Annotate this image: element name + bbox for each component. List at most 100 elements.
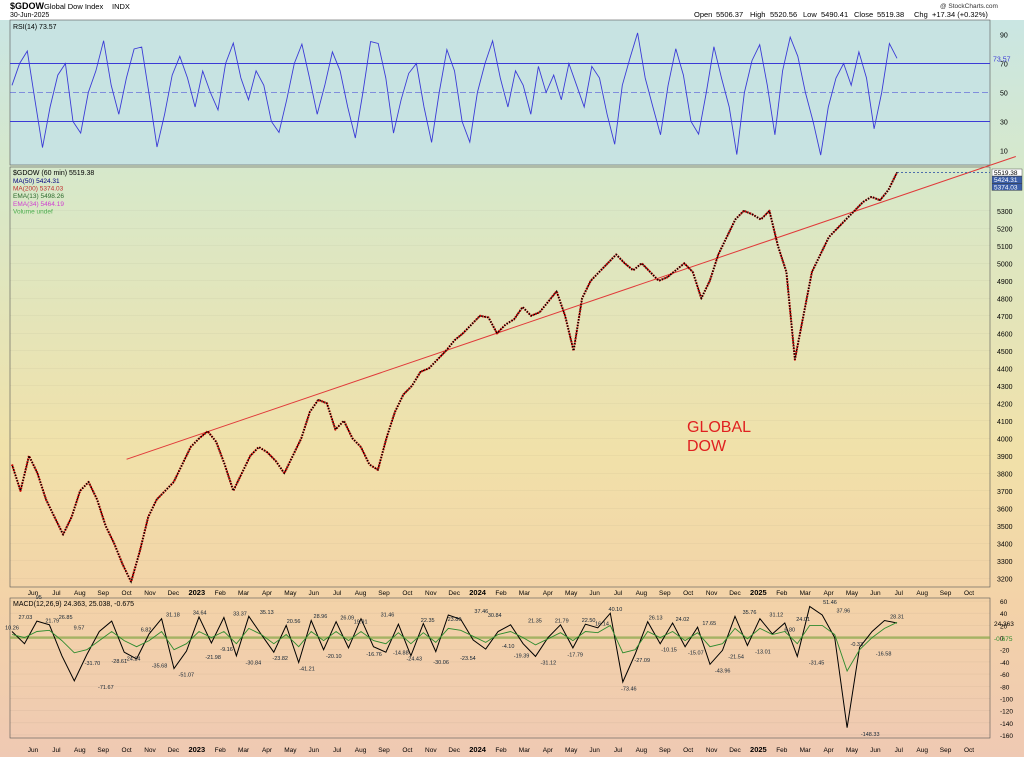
month-tick-label: Sep — [659, 590, 671, 597]
month-tick-label: May — [284, 590, 297, 597]
price-y-tick: 5200 — [997, 226, 1013, 233]
month-tick-label: Aug — [74, 590, 86, 597]
month-tick-label: Nov — [144, 747, 156, 754]
macd-value-annotation: 22.50 — [582, 618, 596, 624]
macd-value-annotation: -17.79 — [567, 652, 583, 658]
month-tick-label: Aug — [74, 747, 86, 754]
macd-value-annotation: -15.07 — [688, 651, 704, 657]
price-legend-item: EMA(34) 5464.19 — [13, 201, 64, 208]
macd-y-tick: -100 — [1000, 696, 1013, 703]
macd-value-annotation: -27.09 — [634, 658, 650, 664]
rsi-y-tick: 90 — [1000, 33, 1008, 40]
price-y-tick: 4100 — [997, 419, 1013, 426]
month-tick-label: Oct — [402, 747, 412, 754]
macd-value-annotation: 6.82 — [141, 627, 152, 633]
macd-value-annotation: 21.35 — [528, 619, 542, 625]
month-tick-label: Dec — [168, 590, 180, 597]
macd-y-tick: -60 — [1000, 672, 1010, 679]
macd-value-annotation: 37.96 — [836, 608, 850, 614]
month-tick-label: Aug — [916, 747, 928, 754]
date-text: 30-Jun-2025 — [10, 12, 49, 19]
price-panel-frame — [9, 166, 991, 588]
macd-value-annotation: 16.14 — [595, 622, 609, 628]
month-tick-label: Nov — [425, 590, 437, 597]
macd-value-annotation: 28.31 — [890, 614, 904, 620]
month-tick-label: Dec — [448, 590, 460, 597]
price-y-tick: 3500 — [997, 524, 1013, 531]
price-y-tick: 4700 — [997, 314, 1013, 321]
price-y-tick: 4500 — [997, 349, 1013, 356]
macd-value-annotation: -31.45 — [809, 661, 825, 667]
price-y-tick: 4200 — [997, 401, 1013, 408]
rsi-y-tick: 10 — [1000, 149, 1008, 156]
macd-value-annotation: 21.79 — [45, 618, 59, 624]
macd-value-annotation: -30.06 — [433, 660, 449, 666]
macd-current-label: -0.675 — [994, 636, 1013, 643]
macd-value-annotation: -14.88 — [393, 651, 409, 657]
macd-value-annotation: 33.37 — [233, 611, 247, 617]
macd-value-annotation: 30.84 — [488, 613, 502, 619]
index-name-text: Global Dow Index — [44, 2, 103, 11]
month-tick-label: Oct — [683, 747, 693, 754]
month-tick-label: Apr — [824, 747, 835, 754]
price-y-tick: 5100 — [997, 244, 1013, 251]
macd-value-annotation: 34.64 — [193, 610, 207, 616]
month-tick-label: Jul — [333, 590, 342, 597]
month-tick-label: Sep — [378, 747, 390, 754]
month-tick-label: Nov — [144, 590, 156, 597]
ohlc-low-label: Low — [803, 10, 817, 19]
price-legend-item: MA(200) 5374.03 — [13, 186, 64, 193]
month-tick-label: Mar — [519, 590, 531, 597]
macd-value-annotation: -9.16 — [220, 647, 233, 653]
price-y-tick: 4600 — [997, 331, 1013, 338]
month-tick-label: Mar — [238, 590, 250, 597]
macd-value-annotation: -24.24 — [125, 656, 141, 662]
symbol-text: $GDOW — [10, 1, 45, 11]
macd-y-tick: -120 — [1000, 709, 1013, 716]
macd-panel: MACD(12,26,9) 24.363, 25.038, -0.675 60 4… — [5, 595, 1014, 740]
macd-y-tick: 20 — [1000, 623, 1008, 630]
month-tick-label: Jul — [614, 590, 623, 597]
month-tick-label: Apr — [824, 590, 835, 597]
macd-y-tick: -160 — [1000, 733, 1013, 740]
month-tick-label: Oct — [964, 590, 974, 597]
macd-value-annotation: -28.61 — [111, 659, 127, 665]
macd-value-annotation: 31.46 — [381, 612, 395, 618]
ohlc-low-value: 5490.41 — [821, 10, 848, 19]
price-y-tick: 3800 — [997, 471, 1013, 478]
month-tick-label: Jul — [895, 747, 904, 754]
ohlc-high-value: 5520.56 — [770, 10, 797, 19]
macd-value-annotation: -30.84 — [246, 660, 262, 666]
price-y-tick: 3700 — [997, 489, 1013, 496]
price-y-tick: 4000 — [997, 436, 1013, 443]
month-tick-label: Sep — [940, 590, 952, 597]
month-tick-label: May — [565, 747, 578, 754]
macd-value-annotation: 95 — [36, 595, 42, 601]
month-tick-label: Oct — [122, 747, 132, 754]
macd-value-annotation: -24.43 — [406, 656, 422, 662]
macd-value-annotation: 26.13 — [649, 616, 663, 622]
month-tick-label: Sep — [378, 590, 390, 597]
macd-value-annotation: 27.03 — [19, 615, 33, 621]
exchange-text: INDX — [112, 2, 130, 11]
month-tick-label: Oct — [964, 747, 974, 754]
price-y-tick: 3900 — [997, 454, 1013, 461]
month-tick-label: Apr — [543, 590, 554, 597]
price-y-tick: 4400 — [997, 366, 1013, 373]
macd-y-tick: 0 — [1000, 636, 1004, 643]
watermark-text: @ StockCharts.com — [940, 3, 998, 10]
macd-current-label: 24.363 — [994, 621, 1014, 628]
month-tick-label: Dec — [729, 590, 741, 597]
macd-value-annotation: -35.68 — [152, 663, 168, 669]
month-tick-label: Jun — [870, 747, 881, 754]
price-y-tick: 4900 — [997, 279, 1013, 286]
month-tick-label: Jun — [589, 590, 600, 597]
macd-value-annotation: 28.96 — [314, 614, 328, 620]
price-series-red — [10, 171, 898, 583]
macd-panel-frame — [9, 597, 991, 739]
ohlc-chg-value: +17.34 (+0.32%) — [932, 10, 988, 19]
macd-value-annotation: 51.46 — [823, 600, 837, 606]
resistance-trendline — [126, 156, 1016, 460]
month-tick-label: 2025 — [750, 745, 767, 754]
macd-value-annotation: 24.02 — [676, 617, 690, 623]
